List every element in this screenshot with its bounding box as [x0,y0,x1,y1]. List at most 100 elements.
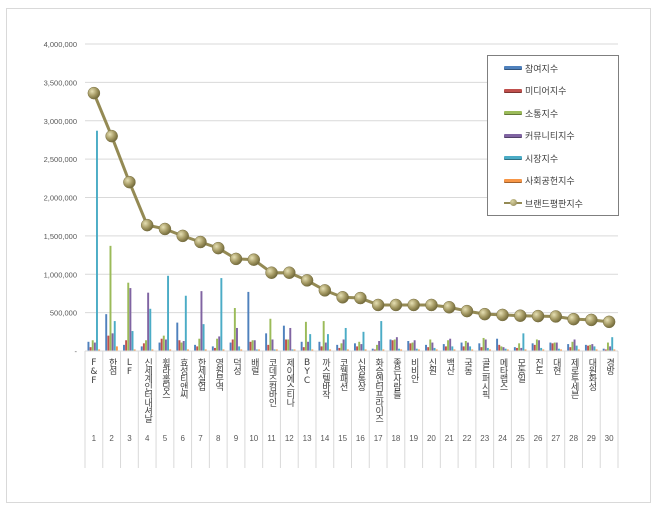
x-category-label: 제이에스티나 [284,358,294,408]
bar-6 [506,349,509,351]
x-category-label: 신원 [426,358,436,375]
bar-5 [238,346,241,351]
bar-2 [267,344,270,351]
bar-3 [127,282,130,351]
y-tick-label: 3,500,000 [44,78,77,87]
bar-3 [571,341,574,351]
bar-3 [180,342,183,351]
bar-3 [500,346,503,351]
line-point [585,313,598,327]
y-tick-label: - [75,347,78,356]
x-category-label: 대현 [551,358,561,375]
bar-5 [593,346,596,351]
bar-4 [466,342,469,351]
bar-3 [411,342,414,351]
bar-5 [504,348,507,351]
legend-swatch-icon [504,66,522,70]
x-rank-label: 15 [338,434,347,443]
legend-item: 시장지수 [504,151,558,165]
bar-6 [595,349,598,351]
line-point [460,304,474,318]
bar-1 [318,341,321,351]
bar-5 [326,334,329,351]
bar-4 [236,327,238,351]
bar-4 [289,327,292,351]
bar-3 [287,339,290,351]
x-category-label: 한섬 [107,358,117,375]
bar-6 [453,349,456,351]
bar-3 [233,308,236,351]
bar-4 [111,333,114,351]
bar-3 [145,340,147,351]
bar-3 [429,339,432,351]
bar-1 [549,342,552,351]
bar-5 [415,348,418,351]
x-category-label: 까스텔바작 [320,358,330,400]
bar-4 [591,344,594,351]
bar-1 [496,338,499,351]
bar-5 [309,334,312,351]
x-rank-label: 23 [480,434,489,443]
line-point [300,274,314,287]
x-category-label: LF [124,358,134,376]
y-tick-label: 4,000,000 [44,40,77,49]
bar-1 [87,341,90,351]
bar-1 [229,342,232,351]
line-point [158,222,172,236]
x-rank-label: 26 [534,434,543,443]
x-category-label: BYC [302,358,312,385]
line-point [283,266,296,279]
bar-5 [220,278,223,351]
bar-1 [531,343,534,351]
x-rank-label: 18 [391,434,400,443]
bar-2 [142,343,145,351]
legend-item: 커뮤니티지수 [504,129,575,143]
x-category-label: 백산 [444,358,454,375]
bar-3 [358,341,361,351]
x-rank-label: 12 [285,434,294,443]
bar-5 [398,348,400,351]
bar-6 [471,349,474,351]
bar-1 [282,325,285,351]
bar-5 [540,347,543,351]
x-rank-label: 20 [427,434,436,443]
bar-1 [140,346,143,351]
x-rank-label: 3 [127,434,132,443]
bar-2 [89,347,92,351]
legend-item: 브랜드평판지수 [504,196,583,210]
bar-4 [395,337,398,351]
line-point [354,291,367,305]
x-category-label: 신성통상 [355,358,365,391]
x-rank-label: 25 [516,434,525,443]
x-rank-label: 9 [234,434,239,443]
bar-6 [293,349,296,351]
bar-5 [522,333,525,351]
bar-4 [324,342,327,351]
bar-4 [93,342,96,351]
bar-5 [273,349,276,351]
bar-3 [518,343,521,351]
bar-6 [613,349,616,351]
bar-5 [433,347,436,351]
bar-3 [393,339,396,351]
legend-swatch-icon [504,156,522,160]
bar-6 [489,349,491,351]
bar-6 [542,349,545,351]
line-point [176,229,189,243]
bar-3 [606,342,609,351]
bar-1 [247,291,250,351]
bar-2 [285,339,287,351]
bar-3 [251,340,254,351]
x-category-label: 덕성 [231,358,241,375]
legend-label: 소통지수 [525,109,559,120]
x-category-label: 모동일 [515,358,525,383]
bar-6 [222,349,225,351]
bar-4 [538,340,540,351]
bar-1 [460,342,463,351]
bar-6 [186,349,189,351]
x-category-label: 영원무역 [213,358,223,392]
legend-swatch-icon [504,178,522,183]
bar-6 [560,349,563,351]
x-rank-label: 6 [180,434,185,443]
legend-label: 참여지수 [525,64,559,75]
